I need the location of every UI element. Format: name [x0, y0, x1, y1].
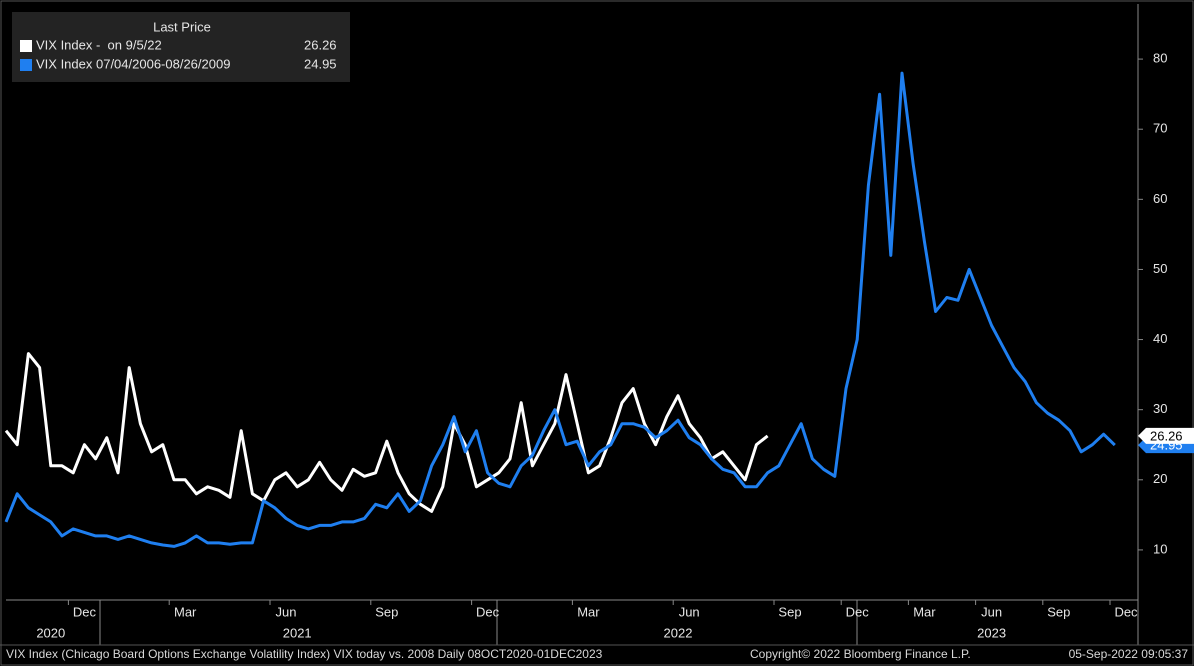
x-tick-label: Mar — [577, 604, 600, 619]
legend-swatch — [20, 40, 32, 52]
legend: Last Price VIX Index - on 9/5/22 26.26 VIX… — [12, 12, 350, 82]
tag-shape — [1138, 427, 1194, 444]
y-tick-label: 40 — [1153, 331, 1167, 346]
series-line — [4, 352, 769, 513]
legend-title: Last Price — [153, 19, 211, 34]
footer-center: Copyright© 2022 Bloomberg Finance L.P. — [750, 647, 971, 661]
y-tick-label: 80 — [1153, 51, 1167, 66]
x-tick-label: Dec — [476, 604, 500, 619]
x-tick-label: Jun — [276, 604, 297, 619]
last-value-tag: 26.26 — [1138, 427, 1194, 444]
footer-left: VIX Index (Chicago Board Options Exchang… — [6, 647, 603, 661]
y-tick-label: 50 — [1153, 261, 1167, 276]
x-tick-label: Dec — [846, 604, 870, 619]
x-tick-label: Jun — [981, 604, 1002, 619]
footer-right: 05-Sep-2022 09:05:37 — [1069, 647, 1189, 661]
x-tick-label: Sep — [778, 604, 801, 619]
year-label: 2021 — [283, 625, 312, 640]
legend-value: 26.26 — [304, 37, 337, 52]
x-tick-label: Jun — [679, 604, 700, 619]
legend-box — [12, 12, 350, 82]
legend-value: 24.95 — [304, 56, 337, 71]
plot-area — [4, 71, 1116, 548]
year-label: 2022 — [664, 625, 693, 640]
legend-label: VIX Index - on 9/5/22 — [36, 37, 162, 52]
y-tick-label: 10 — [1153, 541, 1167, 556]
series-line — [4, 71, 1116, 548]
x-tick-label: Dec — [73, 604, 97, 619]
year-label: 2023 — [977, 625, 1006, 640]
x-tick-label: Sep — [375, 604, 398, 619]
x-tick-label: Sep — [1047, 604, 1070, 619]
x-tick-label: Mar — [913, 604, 936, 619]
y-tick-label: 30 — [1153, 401, 1167, 416]
tag-value: 26.26 — [1150, 428, 1183, 443]
legend-swatch — [20, 59, 32, 71]
year-label: 2020 — [36, 625, 65, 640]
y-tick-label: 70 — [1153, 121, 1167, 136]
x-tick-label: Mar — [174, 604, 197, 619]
x-tick-label: Dec — [1114, 604, 1138, 619]
legend-label: VIX Index 07/04/2006-08/26/2009 — [36, 56, 230, 71]
y-tick-label: 60 — [1153, 191, 1167, 206]
y-tick-label: 20 — [1153, 471, 1167, 486]
